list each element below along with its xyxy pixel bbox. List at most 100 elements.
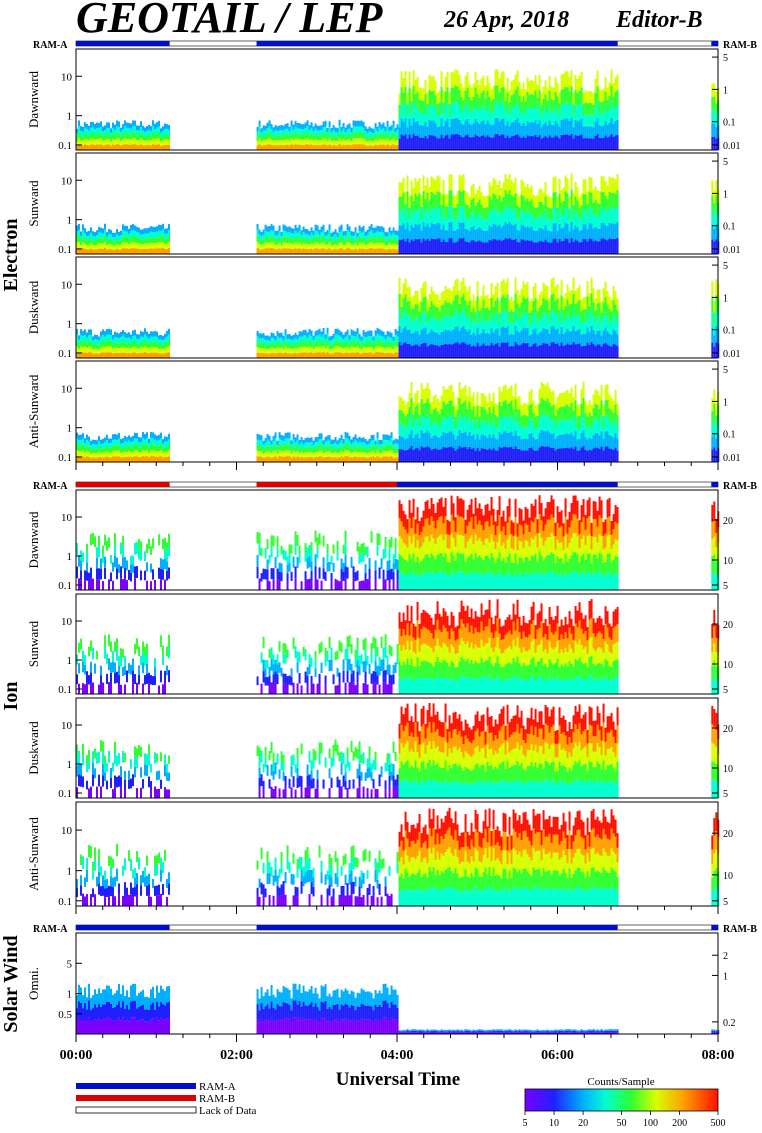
- spectrogram-cell: [364, 352, 367, 358]
- spectrogram-cell: [438, 311, 441, 323]
- spectrogram-cell: [466, 304, 469, 319]
- spectrogram-cell: [318, 439, 321, 445]
- spectrogram-cell: [160, 334, 162, 340]
- spectrogram-cell: [288, 231, 291, 238]
- spectrogram-cell: [502, 342, 505, 358]
- spectrogram-cell: [108, 352, 110, 358]
- spectrogram-cell: [478, 110, 481, 124]
- spectrogram-cell: [542, 342, 545, 358]
- spectrogram-cell: [572, 241, 575, 254]
- spectrogram-cell: [412, 345, 415, 358]
- spectrogram-cell: [392, 227, 395, 233]
- spectrogram-cell: [88, 249, 90, 254]
- spectrogram-cell: [152, 237, 154, 244]
- spectrogram-cell: [412, 553, 415, 572]
- spectrogram-cell: [136, 542, 138, 555]
- spectrogram-cell: [596, 190, 599, 203]
- spectrogram-cell: [532, 94, 535, 109]
- spectrogram-cell: [374, 440, 377, 445]
- spectrogram-cell: [414, 193, 417, 209]
- spectrogram-cell: [434, 81, 437, 96]
- spectrogram-cell: [598, 101, 601, 114]
- spectrogram-cell: [446, 388, 449, 404]
- spectrogram-cell: [715, 295, 718, 311]
- spectrogram-cell: [598, 88, 601, 102]
- spectrogram-cell: [506, 403, 509, 419]
- spectrogram-cell: [120, 578, 122, 590]
- spectrogram-cell: [322, 453, 325, 458]
- spectrogram-cell: [92, 121, 94, 128]
- spectrogram-cell: [376, 438, 379, 445]
- spectrogram-cell: [116, 229, 118, 235]
- spectrogram-cell: [616, 403, 619, 415]
- spectrogram-cell: [492, 345, 495, 358]
- spectrogram-cell: [434, 209, 437, 225]
- spectrogram-cell: [490, 137, 493, 150]
- spectrogram-cell: [526, 135, 529, 150]
- spectrogram-cell: [132, 435, 134, 442]
- spectrogram-cell: [402, 223, 405, 239]
- spectrogram-cell: [356, 541, 359, 552]
- spectrogram-cell: [388, 232, 391, 238]
- spectrogram-cell: [488, 393, 491, 408]
- spectrogram-cell: [430, 135, 433, 150]
- spectrogram-cell: [164, 134, 166, 140]
- spectrogram-cell: [302, 232, 305, 238]
- spectrogram-cell: [116, 352, 118, 358]
- spectrogram-cell: [312, 135, 315, 141]
- spectrogram-cell: [284, 352, 287, 358]
- spectrogram-cell: [400, 293, 403, 307]
- spectrogram-cell: [118, 432, 120, 439]
- spectrogram-cell: [458, 344, 461, 358]
- spectrogram-cell: [306, 138, 309, 145]
- spectrogram-cell: [146, 543, 148, 554]
- spectrogram-cell: [472, 183, 475, 198]
- spectrogram-cell: [330, 344, 333, 350]
- spectrogram-cell: [388, 126, 391, 132]
- spectrogram-cell: [408, 518, 411, 537]
- spectrogram-cell: [332, 236, 335, 241]
- spectrogram-cell: [324, 353, 327, 358]
- spectrogram-cell: [432, 435, 435, 449]
- spectrogram-cell: [132, 555, 134, 565]
- spectrogram-cell: [478, 84, 481, 98]
- spectrogram-cell: [256, 136, 259, 141]
- spectrogram-cell: [344, 235, 347, 241]
- spectrogram-cell: [378, 440, 381, 445]
- spectrogram-cell: [440, 422, 443, 436]
- spectrogram-cell: [390, 432, 393, 439]
- spectrogram-cell: [412, 133, 415, 150]
- spectrogram-cell: [268, 435, 271, 441]
- spectrogram-cell: [452, 434, 455, 449]
- spectrogram-cell: [711, 97, 714, 111]
- spectrogram-cell: [330, 241, 333, 246]
- spectrogram-cell: [412, 227, 415, 241]
- spectrogram-cell: [82, 433, 84, 439]
- spectrogram-cell: [304, 457, 307, 462]
- spectrogram-cell: [438, 238, 441, 254]
- spectrogram-cell: [398, 435, 401, 449]
- spectrogram-cell: [572, 92, 575, 105]
- spectrogram-cell: [338, 131, 341, 138]
- spectrogram-cell: [544, 136, 547, 150]
- spectrogram-cell: [368, 557, 371, 569]
- spectrogram-cell: [410, 101, 413, 114]
- spectrogram-cell: [368, 226, 371, 232]
- spectrogram-cell: [516, 422, 519, 436]
- spectrogram-cell: [104, 223, 106, 230]
- spectrogram-cell: [482, 135, 485, 150]
- spectrogram-cell: [392, 144, 395, 150]
- spectrogram-cell: [474, 134, 477, 150]
- spectrogram-cell: [548, 75, 551, 91]
- spectrogram-cell: [154, 243, 156, 249]
- spectrogram-cell: [506, 106, 509, 122]
- spectrogram-cell: [402, 542, 405, 559]
- spectrogram-cell: [432, 208, 435, 224]
- spectrogram-cell: [166, 561, 168, 571]
- spectrogram-cell: [366, 141, 369, 146]
- spectrogram-cell: [420, 398, 423, 415]
- spectrogram-cell: [388, 451, 391, 457]
- spectrogram-cell: [528, 447, 531, 462]
- spectrogram-cell: [474, 439, 477, 451]
- spectrogram-cell: [606, 317, 609, 332]
